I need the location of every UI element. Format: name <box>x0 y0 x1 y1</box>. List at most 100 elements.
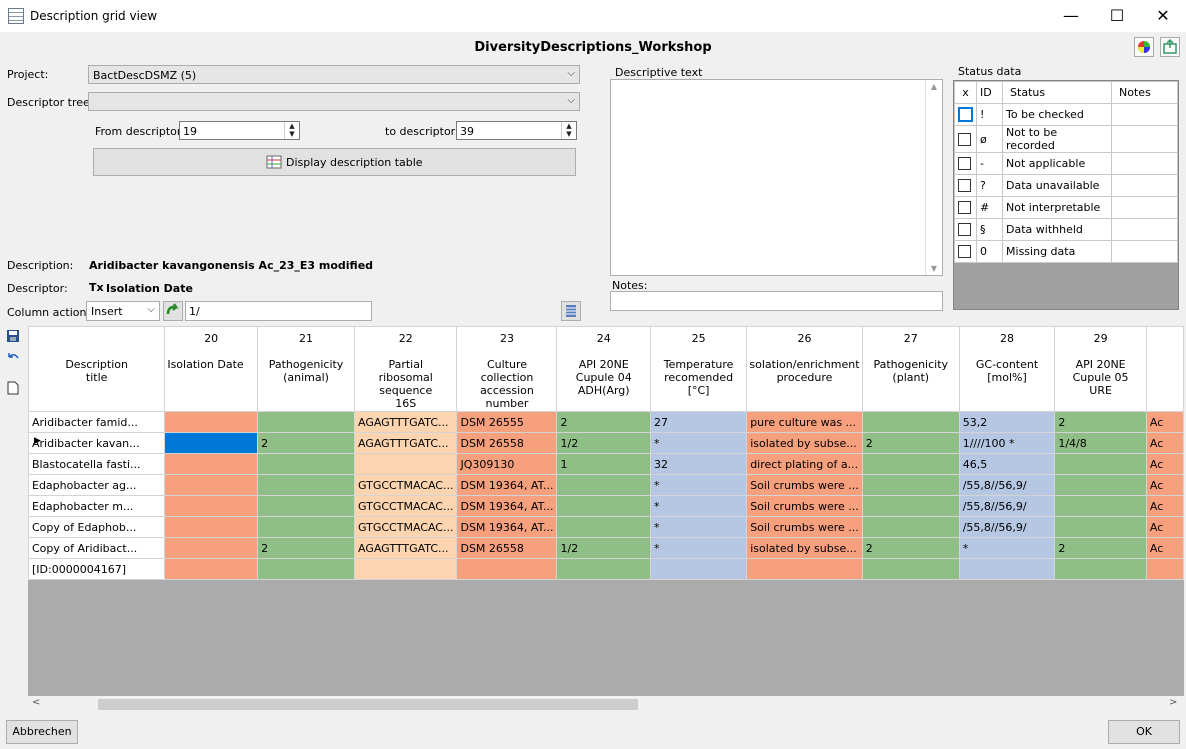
data-cell[interactable] <box>257 516 355 538</box>
data-cell[interactable] <box>861 516 960 538</box>
scroll-left-icon[interactable]: < <box>32 697 41 708</box>
data-cell[interactable] <box>556 516 651 538</box>
data-cell[interactable]: 32 <box>649 453 748 475</box>
data-cell[interactable] <box>746 558 863 580</box>
data-cell[interactable] <box>164 474 259 496</box>
notes-input[interactable] <box>610 291 943 311</box>
column-header[interactable]: 28 GC-content [mol%] <box>958 326 1056 412</box>
project-select[interactable]: BactDescDSMZ (5) ⌵ <box>88 65 580 84</box>
minimize-button[interactable]: — <box>1063 6 1079 25</box>
column-header[interactable]: 23 Culture collection accession number <box>456 326 558 412</box>
data-cell[interactable] <box>958 558 1056 580</box>
data-cell[interactable]: * <box>649 432 748 454</box>
row-title-cell[interactable]: Aridibacter famid... <box>28 411 166 433</box>
status-notes[interactable] <box>1111 218 1178 241</box>
checkbox[interactable] <box>958 132 971 146</box>
data-cell[interactable]: Soil crumbs were ... <box>746 516 863 538</box>
from-descriptor-stepper[interactable]: 19 ▲ ▼ <box>179 121 300 140</box>
data-cell[interactable] <box>257 453 355 475</box>
data-cell[interactable]: Ac <box>1145 453 1184 475</box>
data-cell[interactable]: 2 <box>1054 411 1147 433</box>
data-cell[interactable] <box>556 495 651 517</box>
data-cell[interactable] <box>257 411 355 433</box>
data-cell[interactable]: DSM 19364, AT... <box>456 474 558 496</box>
data-cell[interactable]: 2 <box>257 432 355 454</box>
data-cell[interactable] <box>164 495 259 517</box>
row-title-cell[interactable]: Edaphobacter m... <box>28 495 166 517</box>
data-cell[interactable] <box>164 432 259 454</box>
scrollbar-thumb[interactable] <box>98 699 638 710</box>
data-cell[interactable] <box>1145 558 1184 580</box>
data-cell[interactable]: 27 <box>649 411 748 433</box>
spin-up-icon[interactable]: ▲ <box>289 122 295 130</box>
export-icon[interactable] <box>1160 37 1180 57</box>
data-cell[interactable] <box>1054 453 1147 475</box>
data-cell[interactable]: * <box>649 495 748 517</box>
data-cell[interactable]: Ac <box>1145 495 1184 517</box>
data-cell[interactable]: 53,2 <box>958 411 1056 433</box>
status-notes[interactable] <box>1111 103 1178 126</box>
data-cell[interactable] <box>1054 558 1147 580</box>
checkbox-cell[interactable] <box>954 196 977 219</box>
save-icon[interactable] <box>6 329 20 346</box>
data-cell[interactable]: DSM 26555 <box>456 411 558 433</box>
checkbox[interactable] <box>958 245 971 259</box>
table-row[interactable]: [ID:0000004167] <box>28 558 1184 580</box>
column-layout-button[interactable] <box>561 301 581 321</box>
data-cell[interactable]: * <box>649 474 748 496</box>
column-action-input[interactable]: 1/ <box>185 301 372 321</box>
checkbox[interactable] <box>958 223 971 237</box>
data-cell[interactable]: DSM 19364, AT... <box>456 495 558 517</box>
descriptive-text-area[interactable]: ▲ ▼ <box>610 79 943 276</box>
data-cell[interactable]: 2 <box>1054 537 1147 559</box>
table-row[interactable]: Edaphobacter ag... GTGCCTMACAC... DSM 1936… <box>28 474 1184 496</box>
data-cell[interactable] <box>861 495 960 517</box>
data-cell[interactable]: /55,8//56,9/ <box>958 474 1056 496</box>
column-header[interactable]: 22 Partial ribosomal sequence 16S <box>353 326 458 412</box>
table-row[interactable]: Copy of Edaphob... GTGCCTMACAC... DSM 1936… <box>28 516 1184 538</box>
data-cell[interactable] <box>353 558 458 580</box>
status-notes[interactable] <box>1111 152 1178 175</box>
data-cell[interactable] <box>649 558 748 580</box>
status-row[interactable]: ? Data unavailable <box>954 174 1178 197</box>
data-cell[interactable] <box>164 516 259 538</box>
data-cell[interactable]: pure culture was ... <box>746 411 863 433</box>
data-cell[interactable] <box>1054 474 1147 496</box>
checkbox-cell[interactable] <box>954 240 977 263</box>
data-cell[interactable]: DSM 26558 <box>456 432 558 454</box>
spin-up-icon[interactable]: ▲ <box>566 122 572 130</box>
horizontal-scrollbar[interactable]: < > <box>28 696 1184 713</box>
data-cell[interactable] <box>861 558 960 580</box>
column-header[interactable]: Description title <box>28 326 166 412</box>
column-header[interactable]: 25 Temperature recomended [°C] <box>649 326 748 412</box>
data-cell[interactable]: JQ309130 <box>456 453 558 475</box>
ok-button[interactable]: OK <box>1108 720 1180 744</box>
data-cell[interactable] <box>1054 495 1147 517</box>
data-cell[interactable] <box>1054 516 1147 538</box>
data-cell[interactable]: Soil crumbs were ... <box>746 495 863 517</box>
data-cell[interactable]: GTGCCTMACAC... <box>353 495 458 517</box>
checkbox[interactable] <box>958 107 973 122</box>
checkbox[interactable] <box>958 179 971 193</box>
data-cell[interactable]: direct plating of a... <box>746 453 863 475</box>
column-header[interactable]: 26 solation/enrichment procedure <box>746 326 863 412</box>
data-cell[interactable] <box>861 453 960 475</box>
spin-down-icon[interactable]: ▼ <box>566 130 572 138</box>
data-cell[interactable] <box>164 453 259 475</box>
checkbox-cell[interactable] <box>954 218 977 241</box>
data-cell[interactable]: Soil crumbs were ... <box>746 474 863 496</box>
data-cell[interactable]: 1/4/8 <box>1054 432 1147 454</box>
data-cell[interactable]: 2 <box>556 411 651 433</box>
undo-icon[interactable] <box>6 352 20 367</box>
checkbox-cell[interactable] <box>954 152 977 175</box>
column-header[interactable]: 29 API 20NE Cupule 05 URE <box>1054 326 1147 412</box>
status-row[interactable]: ø Not to be recorded <box>954 125 1178 153</box>
table-row[interactable]: Edaphobacter m... GTGCCTMACAC... DSM 1936… <box>28 495 1184 517</box>
data-cell[interactable] <box>353 453 458 475</box>
table-row[interactable]: Blastocatella fasti... JQ309130 1 32 direct … <box>28 453 1184 475</box>
data-cell[interactable]: Ac <box>1145 432 1184 454</box>
status-notes[interactable] <box>1111 174 1178 197</box>
row-title-cell[interactable]: Aridibacter kavan... <box>28 432 166 454</box>
data-cell[interactable]: 1 <box>556 453 651 475</box>
checkbox[interactable] <box>958 157 971 171</box>
